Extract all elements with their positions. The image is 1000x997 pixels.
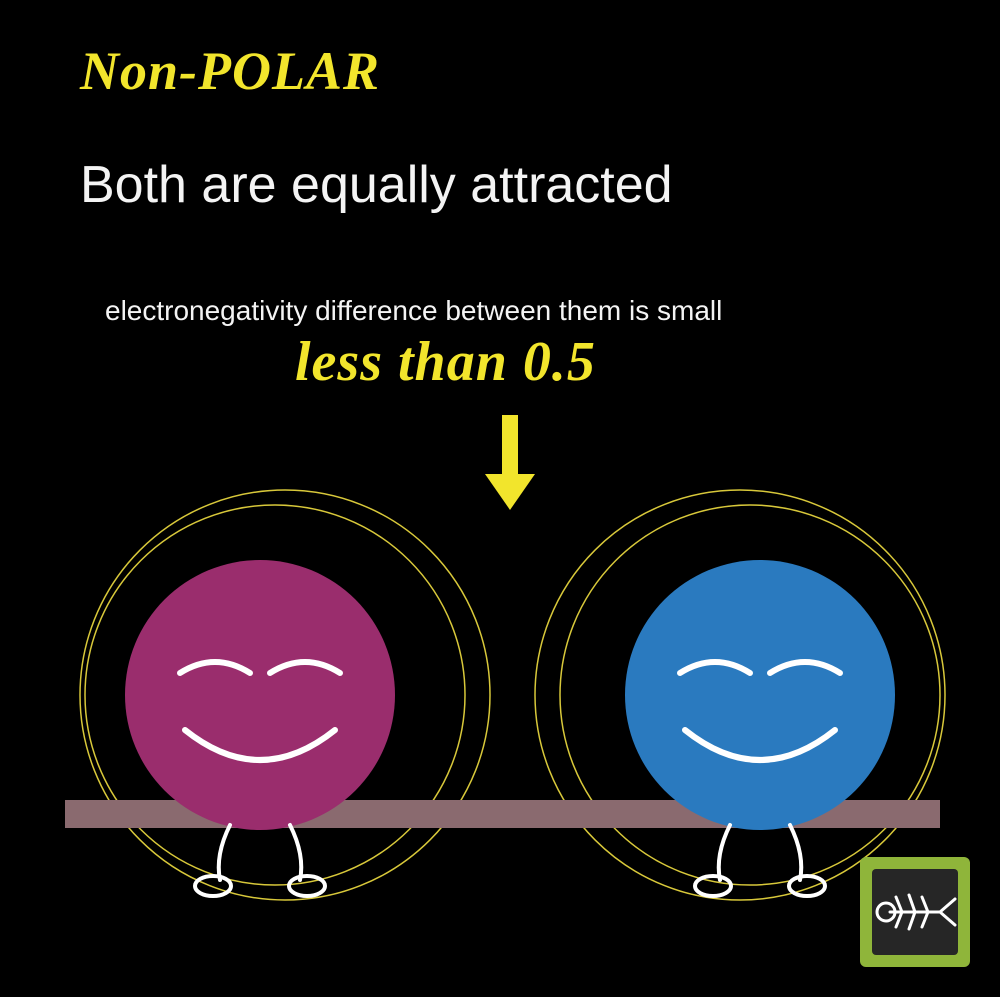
brand-logo bbox=[860, 857, 970, 967]
diagram-svg bbox=[10, 10, 990, 987]
atom-right bbox=[625, 560, 895, 896]
arrow-icon bbox=[485, 415, 535, 510]
slide-canvas: Non-POLAR Both are equally attracted ele… bbox=[10, 10, 990, 987]
atom-left bbox=[125, 560, 395, 896]
fish-bone-icon bbox=[860, 857, 970, 967]
